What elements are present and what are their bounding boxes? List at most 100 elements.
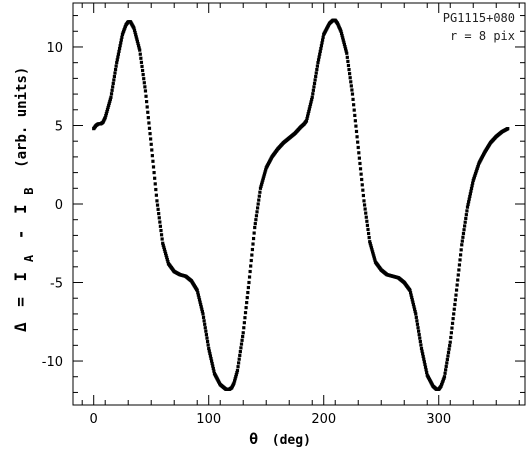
data-point xyxy=(306,114,310,118)
data-point xyxy=(148,132,152,136)
data-point xyxy=(343,47,348,51)
data-point xyxy=(461,235,465,239)
annotation-object: PG1115+080 xyxy=(443,11,515,25)
data-point xyxy=(245,295,249,300)
data-point xyxy=(111,85,115,89)
data-point xyxy=(354,124,358,128)
data-point xyxy=(467,200,471,204)
data-point xyxy=(151,159,155,163)
data-point xyxy=(157,211,161,216)
data-point xyxy=(470,184,474,188)
data-point xyxy=(206,343,210,347)
y-label-eq: = xyxy=(11,297,30,307)
data-point xyxy=(146,110,150,114)
data-point xyxy=(160,237,164,241)
data-point xyxy=(241,334,245,339)
data-point xyxy=(116,55,120,59)
data-point xyxy=(316,58,321,62)
data-point xyxy=(447,347,451,351)
data-point xyxy=(372,254,376,258)
data-point xyxy=(212,369,216,373)
data-point xyxy=(235,370,239,375)
data-point xyxy=(211,364,215,368)
data-point xyxy=(118,44,122,48)
data-point xyxy=(200,307,204,311)
data-point xyxy=(161,241,165,245)
data-point xyxy=(476,165,480,169)
data-point xyxy=(142,77,146,81)
data-point xyxy=(155,199,159,203)
data-point xyxy=(110,88,114,92)
data-point xyxy=(150,148,154,152)
data-point xyxy=(460,243,464,247)
y-label-sub-b: B xyxy=(22,187,36,194)
y-label-ib: I xyxy=(11,204,30,214)
data-point xyxy=(445,361,449,365)
data-point xyxy=(344,49,348,53)
data-point xyxy=(120,35,124,39)
data-point xyxy=(464,216,468,221)
data-point xyxy=(114,64,118,68)
data-point xyxy=(246,285,250,290)
data-point xyxy=(348,72,352,76)
data-point xyxy=(258,190,262,194)
data-point xyxy=(423,362,427,367)
data-point xyxy=(159,228,163,233)
data-point xyxy=(418,336,422,340)
data-point xyxy=(410,295,414,300)
data-point xyxy=(345,55,349,59)
data-point xyxy=(135,39,140,43)
data-point xyxy=(364,211,368,215)
data-point xyxy=(421,354,425,359)
data-point xyxy=(256,202,260,206)
data-point xyxy=(349,84,353,88)
data-point xyxy=(371,250,375,254)
data-point xyxy=(263,170,267,174)
data-point xyxy=(304,119,309,123)
y-label-minus: - xyxy=(11,230,30,240)
data-point xyxy=(422,360,426,364)
data-point xyxy=(113,71,117,75)
y-label-sub-a: A xyxy=(22,254,36,262)
data-point xyxy=(321,35,325,39)
data-point xyxy=(138,48,142,52)
data-point xyxy=(142,81,146,85)
data-point xyxy=(135,37,139,41)
data-point xyxy=(419,343,423,347)
data-point xyxy=(238,353,242,357)
data-point xyxy=(417,333,421,337)
data-point xyxy=(348,76,352,80)
data-point xyxy=(455,283,459,287)
data-point xyxy=(207,346,211,351)
data-point xyxy=(198,300,202,304)
data-point xyxy=(315,64,320,68)
data-point xyxy=(134,35,138,39)
data-point xyxy=(140,64,144,69)
data-point xyxy=(420,349,424,353)
data-point xyxy=(320,38,325,42)
data-point xyxy=(157,216,161,220)
data-point xyxy=(450,326,454,330)
data-point xyxy=(143,85,147,89)
data-point xyxy=(164,253,168,258)
data-point xyxy=(137,46,141,50)
data-point xyxy=(232,381,236,385)
data-point xyxy=(245,301,249,305)
data-point xyxy=(243,311,248,315)
data-point xyxy=(448,344,452,348)
x-axis-unit: (deg) xyxy=(272,433,311,448)
data-point xyxy=(239,346,243,350)
data-point xyxy=(425,370,429,375)
data-point xyxy=(361,188,365,192)
data-point xyxy=(315,67,319,72)
data-point xyxy=(308,102,313,106)
data-point xyxy=(317,55,321,59)
data-point xyxy=(205,336,209,340)
data-point xyxy=(347,67,351,72)
data-point xyxy=(444,368,448,372)
data-point xyxy=(145,100,149,104)
data-point xyxy=(472,175,476,179)
data-point xyxy=(257,194,261,198)
data-point xyxy=(475,166,479,170)
data-point xyxy=(353,119,357,123)
